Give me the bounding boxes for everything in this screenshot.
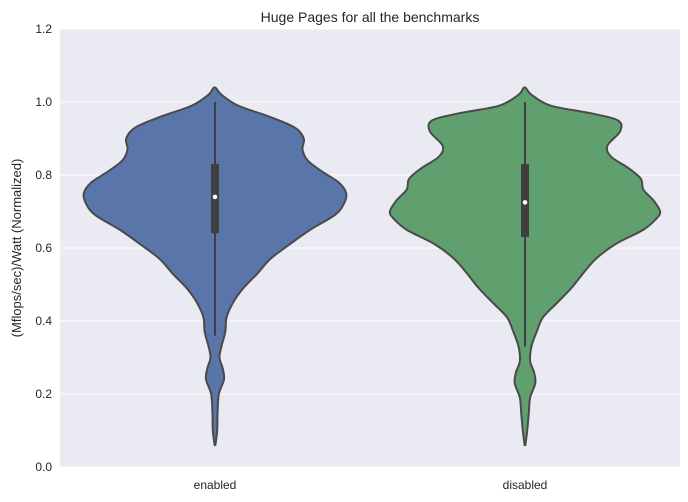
y-tick-labels: 0.0 0.2 0.4 0.6 0.8 1.0 1.2: [35, 22, 52, 474]
violins: [82, 86, 662, 447]
violin-disabled: [388, 86, 662, 447]
x-tick-labels: enabled disabled: [194, 478, 548, 492]
violin-enabled: [82, 86, 348, 447]
y-tick-label: 0.8: [35, 168, 52, 182]
x-tick-label: enabled: [194, 478, 237, 492]
y-tick-label: 0.4: [35, 314, 52, 328]
y-axis-label: (Mflops/sec)/Watt (Normalized): [9, 159, 24, 338]
violin-median-point: [212, 194, 218, 200]
y-tick-label: 0.6: [35, 241, 52, 255]
y-tick-label: 0.2: [35, 387, 52, 401]
y-tick-label: 0.0: [35, 460, 52, 474]
y-tick-label: 1.2: [35, 22, 52, 36]
chart-title: Huge Pages for all the benchmarks: [261, 9, 480, 25]
violin-median-point: [522, 200, 528, 205]
y-tick-label: 1.0: [35, 95, 52, 109]
x-tick-label: disabled: [503, 478, 548, 492]
